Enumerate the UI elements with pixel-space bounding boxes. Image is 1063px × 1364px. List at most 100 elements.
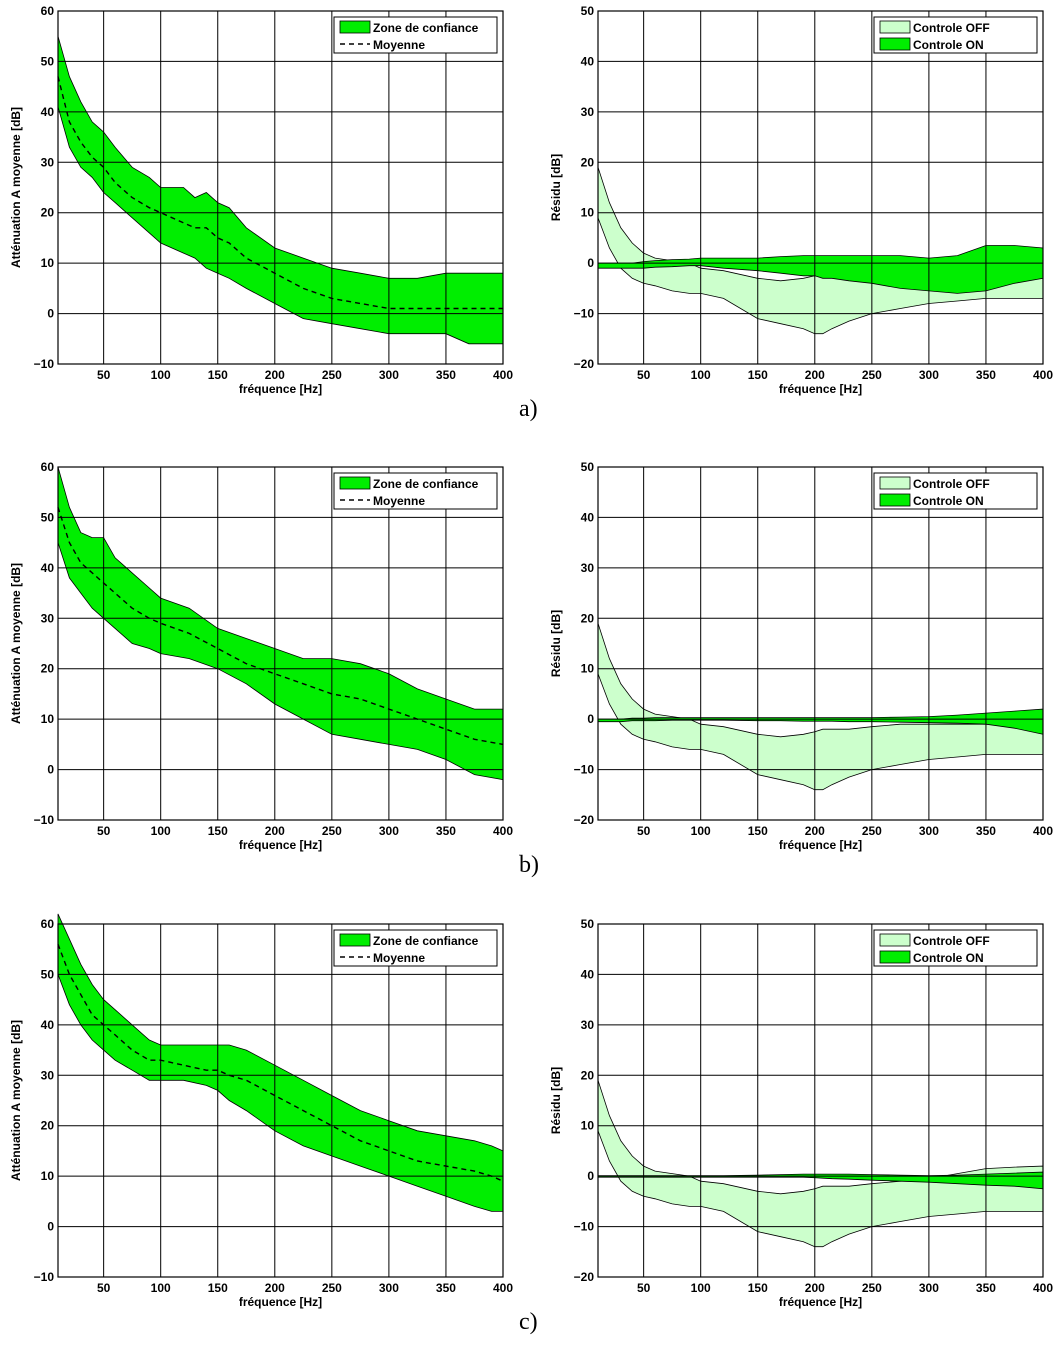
axes-frame xyxy=(597,10,1044,365)
legend-swatch xyxy=(879,37,911,51)
y-tick-label: 20 xyxy=(581,155,595,169)
axes-frame xyxy=(57,923,504,1278)
legend-label: Moyenne xyxy=(373,951,425,965)
legend-swatch xyxy=(339,476,371,490)
y-tick-label: 60 xyxy=(41,917,55,931)
chart-a-right: 50 100 150 200 250 300 350 400 −20 −10 0 10 20 30 40 50… xyxy=(549,4,1053,396)
legend-label: Controle ON xyxy=(913,38,984,52)
y-axis-label: Résidu [dB] xyxy=(549,610,563,677)
x-tick-label: 300 xyxy=(919,824,939,838)
x-tick-label: 50 xyxy=(97,368,111,382)
x-tick-label: 250 xyxy=(862,1281,882,1295)
y-tick-label: 20 xyxy=(41,1119,55,1133)
y-tick-label: 50 xyxy=(41,54,55,68)
x-tick-label: 150 xyxy=(748,824,768,838)
y-tick-label: 30 xyxy=(41,1068,55,1082)
legend-label: Controle OFF xyxy=(913,934,990,948)
y-tick-label: 0 xyxy=(587,712,594,726)
y-tick-label: 30 xyxy=(581,1018,595,1032)
x-tick-label: 100 xyxy=(691,1281,711,1295)
y-tick-label: −10 xyxy=(34,813,55,827)
x-tick-label: 150 xyxy=(748,1281,768,1295)
x-tick-label: 400 xyxy=(1033,1281,1053,1295)
x-tick-label: 400 xyxy=(493,368,513,382)
legend-swatch xyxy=(339,933,371,947)
x-tick-label: 300 xyxy=(379,1281,399,1295)
x-tick-label: 250 xyxy=(862,824,882,838)
series-band-1 xyxy=(597,1080,1044,1248)
legend-swatch xyxy=(879,493,911,507)
y-tick-label: 50 xyxy=(581,460,595,474)
y-tick-label: 10 xyxy=(41,1169,55,1183)
x-tick-label: 200 xyxy=(805,368,825,382)
legend-label: Controle ON xyxy=(913,951,984,965)
y-tick-label: 10 xyxy=(581,206,595,220)
y-tick-label: 20 xyxy=(41,662,55,676)
series-band-1 xyxy=(57,466,504,781)
x-tick-label: 400 xyxy=(1033,368,1053,382)
y-tick-label: 40 xyxy=(41,105,55,119)
series-line-mean xyxy=(57,507,504,746)
y-tick-label: 60 xyxy=(41,460,55,474)
x-tick-label: 400 xyxy=(1033,824,1053,838)
legend-label: Controle OFF xyxy=(913,477,990,491)
x-tick-label: 50 xyxy=(637,368,651,382)
legend-label: Controle ON xyxy=(913,494,984,508)
x-tick-label: 250 xyxy=(862,368,882,382)
x-tick-label: 400 xyxy=(493,824,513,838)
x-tick-label: 350 xyxy=(976,824,996,838)
x-tick-label: 300 xyxy=(379,824,399,838)
y-tick-label: 0 xyxy=(47,763,54,777)
chart-a-left: 50 100 150 200 250 300 350 400 −10 0 10 20 30 40 50 60 f… xyxy=(9,4,513,396)
legend: Controle OFF Controle ON xyxy=(873,16,1038,54)
subfigure-label-b: b) xyxy=(519,852,539,878)
x-tick-label: 200 xyxy=(265,368,285,382)
legend-label: Zone de confiance xyxy=(373,934,479,948)
y-tick-label: 30 xyxy=(41,611,55,625)
y-axis-label: Résidu [dB] xyxy=(549,154,563,221)
x-tick-label: 300 xyxy=(919,368,939,382)
x-tick-label: 250 xyxy=(322,1281,342,1295)
subfigure-label-c: c) xyxy=(519,1309,538,1335)
x-axis-label: fréquence [Hz] xyxy=(239,838,322,852)
y-tick-label: 0 xyxy=(587,256,594,270)
x-tick-label: 350 xyxy=(976,368,996,382)
x-tick-label: 100 xyxy=(151,1281,171,1295)
x-tick-label: 100 xyxy=(151,824,171,838)
y-tick-label: 10 xyxy=(581,662,595,676)
legend: Zone de confiance Moyenne xyxy=(333,929,498,967)
x-tick-label: 350 xyxy=(436,368,456,382)
legend-swatch xyxy=(879,476,911,490)
y-tick-label: 0 xyxy=(587,1169,594,1183)
y-tick-label: −10 xyxy=(34,1270,55,1284)
y-tick-label: 50 xyxy=(41,510,55,524)
y-axis-label: Atténuation A moyenne [dB] xyxy=(9,107,23,268)
x-tick-label: 400 xyxy=(493,1281,513,1295)
legend-label: Zone de confiance xyxy=(373,21,479,35)
series-line-mean xyxy=(57,943,504,1182)
legend: Controle OFF Controle ON xyxy=(873,929,1038,967)
y-tick-label: 10 xyxy=(41,712,55,726)
y-tick-label: −20 xyxy=(574,813,595,827)
x-axis-label: fréquence [Hz] xyxy=(779,838,862,852)
legend-swatch xyxy=(879,950,911,964)
x-tick-label: 200 xyxy=(805,824,825,838)
y-tick-label: 60 xyxy=(41,4,55,18)
x-tick-label: 150 xyxy=(748,368,768,382)
axes-frame xyxy=(597,466,1044,821)
x-tick-label: 50 xyxy=(97,824,111,838)
y-tick-label: 30 xyxy=(581,561,595,575)
y-tick-label: −20 xyxy=(574,357,595,371)
y-tick-label: 40 xyxy=(581,967,595,981)
y-axis-label: Résidu [dB] xyxy=(549,1067,563,1134)
x-axis-label: fréquence [Hz] xyxy=(239,382,322,396)
y-tick-label: 30 xyxy=(41,155,55,169)
legend: Zone de confiance Moyenne xyxy=(333,472,498,510)
x-tick-label: 250 xyxy=(322,368,342,382)
y-tick-label: 40 xyxy=(581,510,595,524)
y-tick-label: 10 xyxy=(41,256,55,270)
y-axis-label: Atténuation A moyenne [dB] xyxy=(9,1020,23,1181)
y-tick-label: 30 xyxy=(581,105,595,119)
x-tick-label: 300 xyxy=(919,1281,939,1295)
